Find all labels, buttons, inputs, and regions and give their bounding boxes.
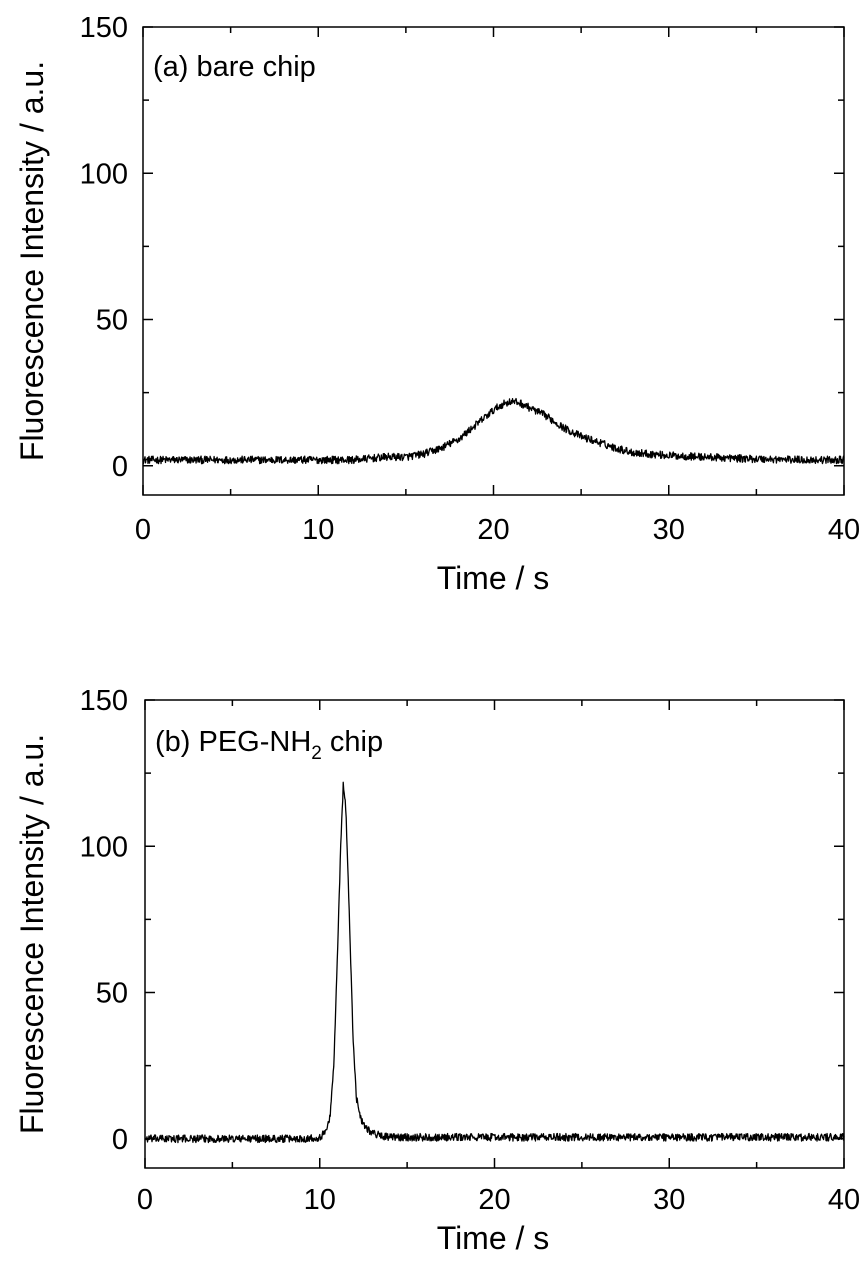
y-tick-label: 0 [112,1124,128,1156]
x-tick-label: 30 [653,1184,685,1216]
x-tick-label: 40 [828,514,860,546]
x-tick-label: 20 [478,1184,510,1216]
plot-frame [142,26,845,496]
x-tick-label: 0 [137,1184,153,1216]
x-tick-label: 20 [477,514,509,546]
axis-ticks [144,699,845,1168]
x-tick-label: 10 [302,514,334,546]
x-tick-label: 30 [653,514,685,546]
y-tick-label: 100 [80,831,128,863]
y-tick-label: 0 [112,451,128,483]
x-axis-title: Time / s [437,1220,550,1256]
x-tick-label: 0 [135,514,151,546]
y-axis-title: Fluorescence Intensity / a.u. [14,734,50,1134]
y-axis-title: Fluorescence Intensity / a.u. [14,61,50,461]
tick-labels: 0 10 20 30 40 0 50 100 150 [80,12,861,546]
panel-label: (b) PEG-NH2 chip [155,726,383,764]
chart-panel-a: 0 10 20 30 40 0 50 100 150 (a) bare chip Time / … [14,12,860,596]
y-tick-label: 150 [80,685,128,717]
tick-labels: 0 10 20 30 40 0 50 100 150 [80,685,861,1216]
panel-label-subscript: 2 [311,743,322,764]
x-tick-label: 40 [828,1184,860,1216]
plot-frame [144,699,845,1169]
y-tick-label: 100 [80,158,128,190]
chart-panel-b: 0 10 20 30 40 0 50 100 150 (b) PEG-NH2 chip Time… [14,685,860,1256]
y-tick-label: 150 [80,12,128,44]
panel-label-main: (b) PEG-NH [155,726,311,758]
axis-ticks [142,26,845,495]
y-tick-label: 50 [96,305,128,337]
data-series-line [142,397,845,465]
panel-label-suffix: chip [322,726,383,758]
x-tick-label: 10 [304,1184,336,1216]
data-series-line [144,781,845,1144]
panel-label: (a) bare chip [153,51,316,83]
y-tick-label: 50 [96,978,128,1010]
x-axis-title: Time / s [437,560,550,596]
